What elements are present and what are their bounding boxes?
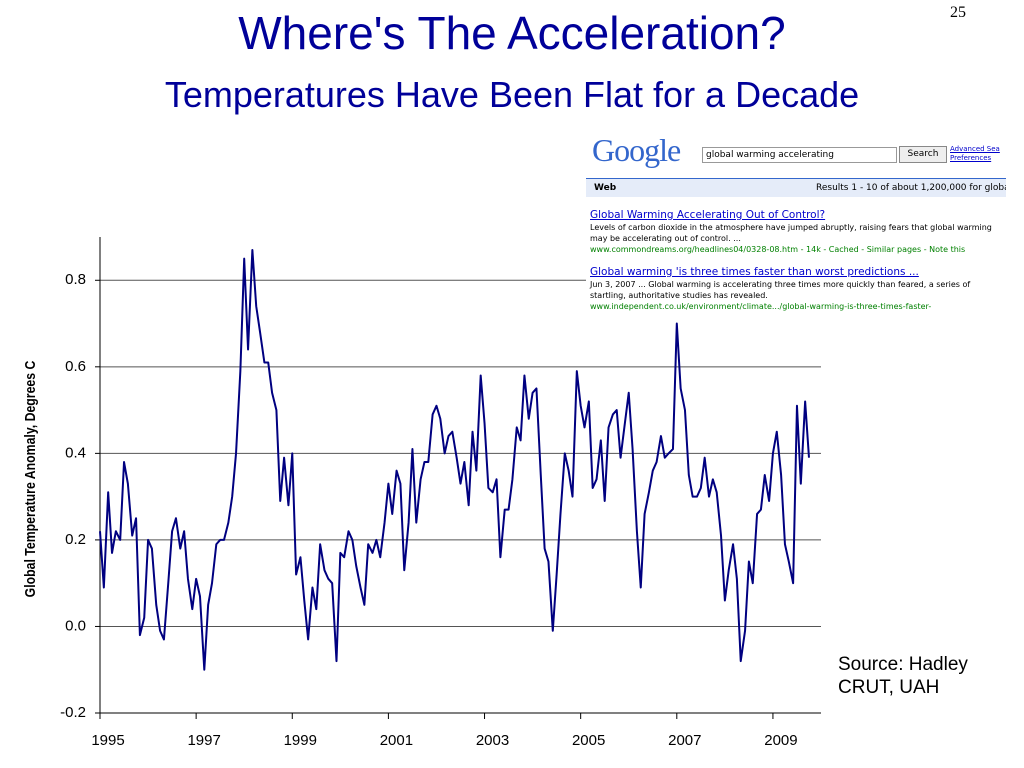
preferences-link: Preferences <box>950 154 992 162</box>
y-tick-label: -0.2 <box>60 704 86 721</box>
y-tick-label: 0.4 <box>65 444 86 461</box>
result-snippet: Jun 3, 2007 ... Global warming is accele… <box>590 280 971 300</box>
result-url: www.commondreams.org/headlines04/0328-08… <box>590 245 966 254</box>
results-bar: Web Results 1 - 10 of about 1,200,000 fo… <box>586 178 1006 197</box>
temperature-line <box>99 248 810 671</box>
page-number: 25 <box>950 4 966 21</box>
google-logo: Google <box>592 132 681 168</box>
result: Global Warming Accelerating Out of Contr… <box>590 208 1000 255</box>
x-tick-label: 1999 <box>284 732 317 749</box>
web-tab: Web <box>594 183 617 193</box>
slide-subtitle: Temperatures Have Been Flat for a Decade <box>164 74 860 115</box>
result: Global warming 'is three times faster th… <box>590 265 1000 312</box>
x-tick-label: 2009 <box>764 732 797 749</box>
y-tick-label: 0.2 <box>65 531 86 548</box>
y-tick-label: 0.8 <box>65 271 86 288</box>
x-tick-label: 1997 <box>187 732 220 749</box>
result-snippet: Levels of carbon dioxide in the atmosphe… <box>590 223 992 243</box>
result-title: Global Warming Accelerating Out of Contr… <box>590 209 826 221</box>
source-note: Source: Hadley CRUT, UAH <box>838 654 968 698</box>
search-button: Search <box>899 146 947 163</box>
slide-title: Where's The Acceleration? <box>238 7 786 59</box>
advanced-link: Advanced Sea <box>950 145 1000 153</box>
result-url: www.independent.co.uk/environment/climat… <box>590 302 932 311</box>
x-tick-label: 2001 <box>380 732 413 749</box>
results-count: Results 1 - 10 of about 1,200,000 for gl… <box>816 183 1006 193</box>
x-tick-label: 2005 <box>572 732 605 749</box>
y-axis-label: Global Temperature Anomaly, Degrees C <box>22 361 38 598</box>
x-tick-label: 2007 <box>668 732 701 749</box>
y-tick-label: 0.6 <box>65 358 86 375</box>
search-box: global warming accelerating <box>702 147 897 163</box>
google-screenshot: Google global warming accelerating Searc… <box>586 128 1006 312</box>
result-title: Global warming 'is three times faster th… <box>590 266 919 278</box>
y-tick-label: 0.0 <box>65 617 86 634</box>
x-tick-label: 1995 <box>91 732 124 749</box>
x-tick-label: 2003 <box>476 732 509 749</box>
